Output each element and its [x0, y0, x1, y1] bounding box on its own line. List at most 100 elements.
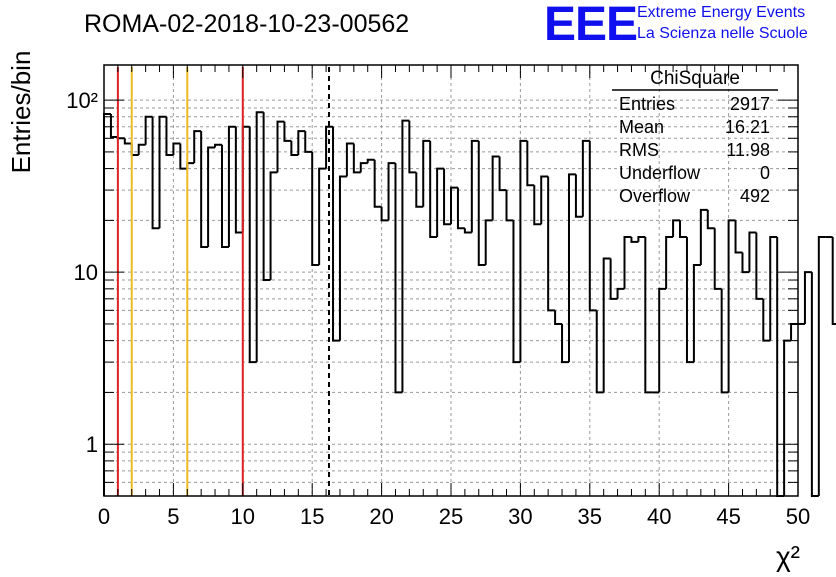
chart-title: ROMA-02-2018-10-23-00562: [84, 10, 410, 38]
histogram-bin: [665, 236, 674, 289]
histogram-bin: [193, 130, 202, 164]
histogram-bin: [810, 272, 819, 497]
y-tick-label: 1: [86, 432, 98, 457]
histogram-bin: [207, 146, 216, 248]
x-tick-label: 40: [647, 504, 671, 529]
histogram-bin: [332, 126, 340, 342]
histogram-bin: [477, 140, 486, 267]
histogram-bin: [519, 139, 528, 363]
histogram-bin: [123, 138, 132, 145]
stats-label: Underflow: [619, 163, 701, 183]
histogram-bin: [450, 186, 458, 225]
histogram-bin: [290, 140, 299, 156]
histogram-bin: [262, 112, 271, 282]
histogram-bin: [783, 339, 792, 496]
histogram-bin: [387, 162, 396, 221]
histogram-bin: [214, 143, 222, 148]
histogram-bin: [512, 220, 521, 364]
histogram-bin: [484, 219, 493, 266]
stats-value: 11.98: [726, 140, 770, 160]
histogram-bin: [269, 171, 278, 281]
stats-value: 0: [760, 163, 770, 183]
x-tick-label: 10: [231, 504, 255, 529]
histogram-bin: [762, 298, 771, 342]
histogram-bin: [234, 126, 243, 234]
histogram-bin: [338, 175, 347, 341]
x-tick-label: 5: [167, 504, 179, 529]
histogram-bin: [311, 151, 320, 267]
histogram-bin: [498, 156, 507, 192]
histogram-bin: [172, 142, 181, 155]
histogram-bin: [623, 236, 632, 289]
histogram-bin: [366, 158, 375, 164]
stats-value: 492: [740, 186, 770, 206]
histogram-bin: [554, 310, 563, 325]
histogram-bin: [581, 139, 590, 217]
histogram-bin: [595, 310, 604, 394]
histogram-bin: [526, 140, 535, 187]
histogram-bin: [491, 155, 500, 221]
histogram-bin: [672, 219, 681, 238]
histogram-bin: [658, 287, 667, 393]
histogram-bin: [588, 140, 597, 312]
histogram-bin: [103, 113, 111, 496]
histogram-bin: [186, 162, 195, 169]
histogram-bin: [713, 228, 722, 290]
histogram-bin: [255, 111, 264, 363]
x-axis-label: χ²: [776, 541, 800, 572]
histogram-bin: [318, 167, 327, 266]
histogram-bin: [803, 271, 812, 324]
histogram-bin: [165, 116, 174, 156]
histogram-bin: [116, 137, 125, 140]
histogram-bin: [679, 220, 687, 239]
histogram-bin: [790, 322, 798, 341]
histogram-bin: [456, 187, 465, 230]
histogram-bin: [345, 142, 354, 177]
histogram-bin: [408, 120, 417, 174]
histogram-bin: [755, 232, 764, 300]
histogram-bin: [394, 163, 403, 394]
y-tick-label: 10²: [66, 88, 98, 113]
logo-text-line1: Extreme Energy Events: [637, 4, 806, 21]
histogram-bin: [776, 237, 785, 497]
histogram-bin: [137, 143, 146, 155]
stats-label: Mean: [619, 117, 664, 137]
histogram-bin: [734, 220, 743, 254]
histogram-bin: [699, 208, 708, 266]
histogram-bin: [241, 125, 250, 233]
histogram-bin: [741, 252, 750, 274]
x-tick-label: 0: [98, 504, 110, 529]
histogram-bin: [415, 172, 424, 208]
histogram-bin: [443, 168, 451, 226]
x-tick-label: 35: [578, 504, 602, 529]
histogram-bin: [616, 287, 625, 299]
histogram-bin: [304, 131, 313, 153]
histogram-bin: [470, 139, 479, 233]
stats-label: Entries: [619, 94, 675, 114]
histogram-bin: [220, 144, 229, 249]
histogram-bin: [179, 143, 188, 170]
y-axis-label: Entries/bin: [6, 51, 36, 174]
histogram-bin: [567, 173, 576, 363]
histogram-bin: [748, 231, 757, 273]
histogram-bin: [325, 125, 334, 169]
x-tick-label: 50: [786, 504, 810, 529]
x-tick-label: 25: [439, 504, 463, 529]
histogram-bin: [283, 121, 292, 142]
histogram-bin: [401, 119, 410, 393]
histogram-bin: [630, 237, 639, 243]
histogram-bin: [352, 143, 361, 174]
histogram-bin: [706, 209, 715, 230]
histogram-bin: [602, 257, 611, 393]
histogram-bin: [130, 143, 139, 156]
stats-label: Overflow: [619, 186, 691, 206]
histogram-bin: [540, 175, 549, 225]
stats-value: 16.21: [725, 117, 770, 137]
y-tick-label: 10: [74, 260, 98, 285]
stats-label: RMS: [619, 140, 659, 160]
histogram-bin: [831, 237, 836, 325]
eee-logo: EEE: [544, 0, 638, 51]
histogram-bin: [373, 159, 382, 208]
